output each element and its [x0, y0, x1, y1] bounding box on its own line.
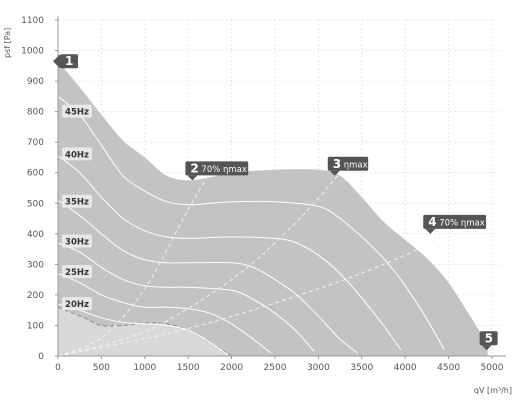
point-number: 1 — [65, 54, 73, 68]
y-tick-label: 600 — [27, 169, 44, 179]
point-marker-box — [60, 54, 78, 69]
speed-label-text: 45Hz — [65, 108, 89, 118]
system-curve-3 — [57, 236, 441, 357]
system-curves — [57, 172, 441, 357]
y-tick-label: 0 — [38, 352, 44, 362]
point-marker-box — [185, 161, 249, 176]
y-tick-label: 200 — [27, 291, 44, 301]
x-tick-label: 0 — [55, 363, 61, 373]
inner-region-area — [58, 307, 232, 356]
speed-label-45Hz: 45Hz — [62, 104, 92, 118]
series-line-25Hz — [57, 273, 272, 354]
series-line-35Hz — [57, 199, 358, 354]
x-tick-label: 1500 — [177, 363, 200, 373]
series-line-40Hz — [57, 155, 402, 351]
y-tick-label: 300 — [27, 260, 44, 270]
speed-label-40Hz: 40Hz — [62, 147, 92, 161]
speed-curves — [57, 96, 445, 357]
y-tick-label: 400 — [27, 230, 44, 240]
system-curve-2 — [57, 172, 341, 357]
speed-label-20Hz: 20Hz — [62, 297, 92, 311]
system-curve-1 — [57, 172, 211, 357]
y-tick-label: 100 — [27, 321, 44, 331]
x-tick-label: 2000 — [220, 363, 243, 373]
x-tick-label: 5000 — [481, 363, 504, 373]
operating-point-3: 3 ηmax — [327, 156, 369, 176]
point-marker-box — [479, 331, 498, 346]
y-tick-label: 900 — [27, 77, 44, 87]
series-line-45Hz — [57, 96, 445, 351]
speed-label-35Hz: 35Hz — [62, 194, 92, 208]
point-number: 3 — [333, 157, 341, 171]
point-marker-box — [327, 156, 369, 171]
point-label: 70% ηmax — [439, 218, 485, 228]
point-number: 5 — [485, 331, 493, 345]
speed-label-30Hz: 30Hz — [62, 234, 92, 248]
speed-label-text: 35Hz — [65, 198, 89, 208]
speed-labels: 45Hz 40Hz 35Hz 30Hz 25Hz 20Hz — [62, 104, 92, 311]
point-marker-pointer — [481, 345, 492, 351]
speed-label-box — [62, 104, 92, 118]
y-tick-labels: 0 100 200 300 400 500 600 700 800 900 1000 1100 — [21, 16, 58, 362]
operating-point-1: 1 — [53, 54, 78, 69]
y-tick-label: 1100 — [21, 16, 44, 26]
x-tick-label: 2500 — [264, 363, 287, 373]
speed-label-box — [62, 265, 92, 278]
series-line-20Hz — [57, 303, 228, 355]
y-axis-label: psf [Pa] — [3, 28, 12, 58]
speed-label-text: 20Hz — [65, 300, 89, 310]
point-marker-pointer — [329, 170, 340, 176]
point-number: 2 — [190, 161, 198, 175]
operating-point-4: 4 70% ηmax — [423, 214, 487, 234]
speed-label-text: 40Hz — [65, 150, 89, 160]
axes — [57, 16, 506, 357]
point-number: 4 — [428, 215, 436, 229]
x-tick-label: 4500 — [437, 363, 460, 373]
x-tick-label: 1000 — [133, 363, 156, 373]
envelope-area — [58, 61, 488, 356]
x-tick-label: 500 — [93, 363, 110, 373]
point-label: ηmax — [344, 160, 368, 170]
y-tick-label: 800 — [27, 108, 44, 118]
speed-label-text: 30Hz — [65, 237, 89, 247]
series-line-30Hz — [57, 242, 315, 352]
speed-label-box — [62, 147, 92, 161]
y-tick-label: 500 — [27, 199, 44, 209]
x-tick-labels: 0 500 1000 1500 2000 2500 3000 3500 4000 4500 5000 — [55, 356, 504, 373]
x-tick-label: 3000 — [307, 363, 330, 373]
operating-point-5: 5 — [479, 331, 498, 351]
speed-label-25Hz: 25Hz — [62, 265, 92, 278]
speed-label-box — [62, 234, 92, 248]
point-label: 70% ηmax — [201, 165, 247, 175]
x-tick-label: 3500 — [350, 363, 373, 373]
y-tick-label: 1000 — [21, 47, 44, 57]
x-axis-label: qV [m³/h] — [474, 386, 512, 395]
speed-label-box — [62, 194, 92, 208]
operating-point-2: 2 70% ηmax — [185, 161, 249, 181]
point-marker-box — [423, 214, 487, 229]
point-marker-pointer — [187, 175, 198, 181]
y-tick-label: 700 — [27, 138, 44, 148]
point-marker-pointer — [425, 228, 436, 234]
x-tick-label: 4000 — [394, 363, 417, 373]
point-marker-pointer — [53, 54, 60, 69]
speed-label-box — [62, 297, 92, 311]
speed-label-text: 25Hz — [65, 268, 89, 278]
